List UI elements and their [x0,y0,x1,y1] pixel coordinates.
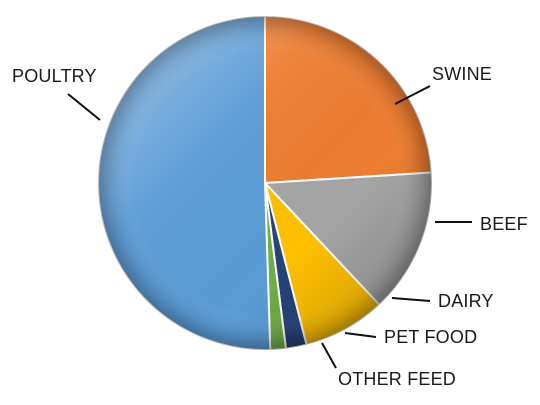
slice-label-pet-food: PET FOOD [384,327,477,347]
leader-line-other-feed [321,342,337,369]
leader-line-pet-food [344,332,377,338]
leader-line-swine [394,85,431,105]
leader-line-poultry [67,93,101,121]
slice-label-dairy: DAIRY [438,291,494,311]
leader-line-dairy [391,297,431,302]
slice-label-other-feed: OTHER FEED [338,369,456,389]
slice-label-beef: BEEF [480,214,528,234]
pie-edge-shade [98,16,432,350]
slice-label-poultry: POULTRY [12,66,97,86]
slice-label-swine: SWINE [432,64,492,84]
